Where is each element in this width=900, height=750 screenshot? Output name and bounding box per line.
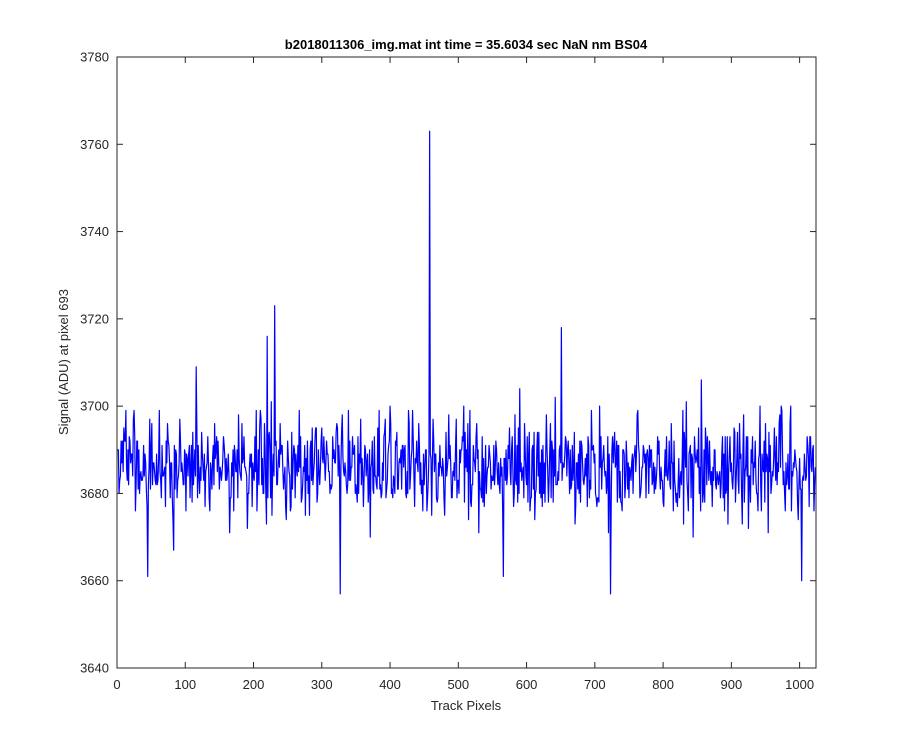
y-tick-label: 3660 <box>80 573 109 588</box>
x-tick-label: 400 <box>379 677 401 692</box>
y-tick-label: 3680 <box>80 486 109 501</box>
y-axis: 3640 3660 3680 3700 3720 3740 3760 3780 <box>80 50 816 676</box>
series-layer <box>117 130 816 595</box>
y-tick-label: 3760 <box>80 137 109 152</box>
chart-title: b2018011306_img.mat int time = 35.6034 s… <box>285 37 648 52</box>
plot-frame <box>116 56 817 669</box>
x-tick-label: 500 <box>447 677 469 692</box>
series-line <box>117 130 816 595</box>
x-tick-label: 100 <box>174 677 196 692</box>
y-axis-label: Signal (ADU) at pixel 693 <box>56 289 71 435</box>
x-axis-label: Track Pixels <box>431 698 502 713</box>
x-tick-label: 200 <box>243 677 265 692</box>
x-axis: 0 100 200 300 400 500 600 700 800 900 1000 <box>113 57 814 692</box>
x-tick-label: 1000 <box>785 677 814 692</box>
y-tick-label: 3640 <box>80 661 109 676</box>
x-tick-label: 800 <box>652 677 674 692</box>
x-tick-label: 0 <box>113 677 120 692</box>
x-tick-label: 600 <box>516 677 538 692</box>
x-tick-label: 300 <box>311 677 333 692</box>
y-tick-label: 3780 <box>80 50 109 65</box>
plot-area <box>117 57 816 668</box>
x-tick-label: 700 <box>584 677 606 692</box>
x-tick-label: 900 <box>721 677 743 692</box>
y-tick-label: 3700 <box>80 399 109 414</box>
y-tick-label: 3720 <box>80 311 109 326</box>
y-tick-label: 3740 <box>80 224 109 239</box>
